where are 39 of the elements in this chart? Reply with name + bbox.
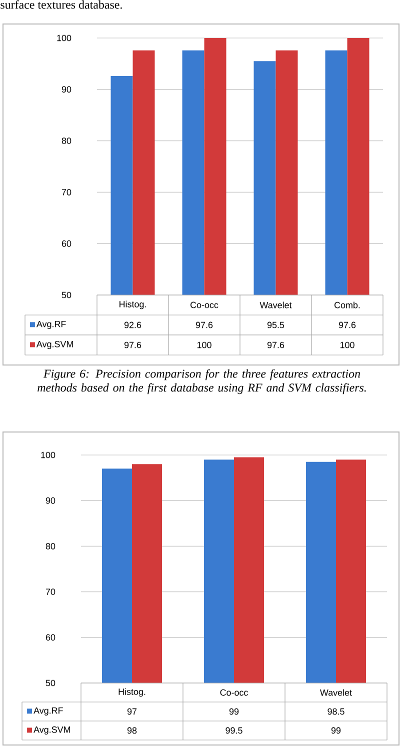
data-label: 98.5 (328, 708, 344, 715)
y-tick-label: 90 (62, 86, 72, 93)
x-tick-label: Wavelet (260, 302, 292, 308)
data-label: 100 (340, 342, 354, 348)
y-tick-label: 70 (62, 189, 72, 196)
y-tick-label: 80 (46, 543, 56, 550)
y-tick-label: 80 (62, 138, 72, 144)
y-tick-label: 60 (46, 634, 56, 641)
y-tick-label: 70 (46, 588, 56, 595)
y-tick-label: 90 (46, 497, 56, 504)
legend-label: Avg.RF (34, 707, 63, 716)
text: surface textures database. (0, 0, 122, 9)
legend-label: Avg.SVM (34, 726, 70, 735)
x-tick-label: Wavelet (320, 689, 352, 696)
data-label: 99.5 (226, 727, 242, 734)
data-label: 99 (229, 708, 239, 715)
y-tick-label: 60 (62, 240, 72, 247)
legend-label: Avg.SVM (36, 340, 73, 350)
caption: Figure 6: Precision comparison for the three features extraction methods based on the first database using RF and SVM classifiers. (38, 369, 366, 394)
data-label: 100 (197, 342, 212, 348)
data-label: 97.6 (124, 342, 142, 348)
y-tick-label: 100 (57, 34, 72, 42)
y-tick-label: 100 (41, 452, 56, 458)
data-label: 98 (127, 727, 137, 734)
legend-label: Avg.RF (36, 320, 66, 329)
data-label: 95.5 (267, 322, 284, 328)
x-tick-label: Co-occ (220, 689, 248, 696)
y-tick-label: 50 (62, 292, 72, 298)
x-tick-label: Comb. (334, 302, 360, 308)
x-tick-label: Co-occ (190, 302, 218, 308)
data-label: 97 (127, 708, 137, 715)
data-label: 99 (331, 727, 341, 734)
data-label: 97.6 (196, 322, 213, 328)
data-label: 97.6 (338, 322, 356, 328)
x-tick-label: Histog. (118, 688, 146, 697)
y-tick-label: 50 (46, 680, 56, 686)
data-label: 92.6 (124, 322, 142, 328)
x-tick-label: Histog. (120, 300, 146, 310)
data-label: 97.6 (267, 342, 284, 348)
